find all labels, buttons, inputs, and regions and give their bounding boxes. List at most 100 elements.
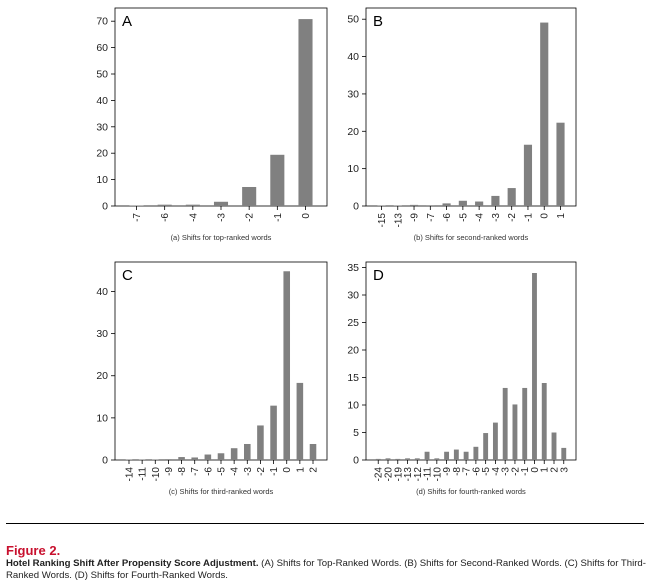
y-tick-label: 40 bbox=[347, 51, 359, 63]
x-axis-label: (a) Shifts for top-ranked words bbox=[171, 233, 272, 242]
x-tick-label: 0 bbox=[301, 213, 312, 219]
x-tick-label: -6 bbox=[442, 213, 453, 222]
y-tick-label: 20 bbox=[347, 126, 359, 138]
bar bbox=[204, 454, 212, 460]
x-tick-label: -3 bbox=[243, 467, 254, 476]
bar bbox=[540, 22, 549, 207]
y-tick-label: 5 bbox=[353, 427, 359, 439]
bar bbox=[532, 273, 537, 460]
bar bbox=[551, 432, 557, 460]
panel-letter: C bbox=[122, 267, 133, 284]
y-tick-label: 20 bbox=[96, 148, 108, 160]
bar bbox=[556, 122, 565, 206]
y-tick-label: 40 bbox=[96, 286, 108, 298]
x-tick-label: -1 bbox=[520, 467, 531, 476]
bar bbox=[444, 451, 450, 460]
bar bbox=[502, 387, 508, 460]
bar bbox=[492, 422, 498, 460]
x-tick-label: -14 bbox=[124, 467, 135, 482]
bar bbox=[507, 188, 516, 206]
x-tick-label: -2 bbox=[256, 467, 267, 476]
bar bbox=[475, 201, 484, 206]
bar bbox=[385, 458, 391, 460]
x-tick-label: 0 bbox=[540, 213, 551, 219]
bar bbox=[522, 387, 528, 460]
bar bbox=[512, 404, 518, 460]
bar bbox=[257, 425, 264, 460]
y-tick-label: 20 bbox=[96, 370, 108, 382]
caption-divider bbox=[6, 523, 644, 524]
x-tick-label: -11 bbox=[423, 467, 434, 481]
y-tick-label: 10 bbox=[96, 412, 108, 424]
bar bbox=[244, 443, 251, 460]
x-tick-label: -20 bbox=[383, 467, 394, 482]
y-tick-label: 0 bbox=[102, 455, 108, 467]
bar bbox=[395, 458, 401, 460]
x-tick-label: -8 bbox=[177, 467, 188, 476]
bar bbox=[561, 447, 567, 460]
bar bbox=[213, 201, 229, 206]
figure-caption-text: (A) Shifts for Top-Ranked Words. (B) Shi… bbox=[6, 558, 646, 581]
x-tick-label: -7 bbox=[132, 213, 143, 222]
x-tick-label: -2 bbox=[507, 213, 518, 222]
x-tick-label: -9 bbox=[164, 467, 175, 476]
bar bbox=[270, 405, 277, 460]
x-tick-label: -9 bbox=[442, 467, 453, 476]
plot-frame bbox=[114, 7, 328, 207]
bar bbox=[309, 443, 317, 460]
figure-caption-title: Hotel Ranking Shift After Propensity Sco… bbox=[6, 558, 259, 569]
bar bbox=[283, 271, 291, 460]
x-tick-label: -4 bbox=[230, 467, 241, 476]
y-tick-label: 0 bbox=[102, 201, 108, 213]
bar bbox=[434, 458, 440, 460]
bar bbox=[426, 205, 435, 206]
x-tick-label: 1 bbox=[295, 467, 306, 473]
x-tick-label: -5 bbox=[217, 467, 228, 476]
bar bbox=[523, 144, 533, 206]
x-tick-label: -7 bbox=[426, 213, 437, 222]
plot-frame bbox=[114, 261, 328, 461]
figure-charts: 0 10 20 30 40 50 60 70 -7 -6 -4 -3 -2 -1 0 A (a) Shifts … bbox=[96, 7, 577, 496]
bar bbox=[191, 457, 198, 460]
y-tick-label: 30 bbox=[96, 121, 108, 133]
bar bbox=[405, 458, 410, 460]
x-tick-label: -7 bbox=[462, 467, 473, 476]
x-axis-label: (b) Shifts for second-ranked words bbox=[414, 233, 529, 242]
bar bbox=[217, 453, 225, 460]
bar bbox=[298, 19, 313, 207]
x-tick-label: -5 bbox=[481, 467, 492, 476]
y-tick-label: 20 bbox=[347, 345, 359, 357]
plot-frame bbox=[365, 261, 577, 461]
y-tick-label: 10 bbox=[96, 174, 108, 186]
x-tick-label: 0 bbox=[282, 467, 293, 473]
y-tick-label: 70 bbox=[96, 16, 108, 28]
bar bbox=[230, 448, 238, 460]
bar bbox=[491, 195, 500, 206]
x-tick-label: -24 bbox=[374, 467, 385, 482]
bar bbox=[409, 204, 419, 206]
x-tick-label: 2 bbox=[550, 467, 561, 473]
x-tick-label: -7 bbox=[190, 467, 201, 476]
x-tick-label: -3 bbox=[491, 213, 502, 222]
bar bbox=[424, 451, 430, 460]
y-tick-label: 30 bbox=[347, 88, 359, 100]
x-tick-label: 0 bbox=[530, 467, 541, 473]
figure-caption: Hotel Ranking Shift After Propensity Sco… bbox=[6, 558, 646, 582]
panel-letter: A bbox=[122, 13, 132, 30]
x-tick-label: -2 bbox=[245, 213, 256, 222]
y-tick-label: 50 bbox=[347, 14, 359, 26]
x-tick-label: -10 bbox=[432, 467, 443, 482]
x-tick-label: -8 bbox=[452, 467, 463, 476]
bar bbox=[414, 458, 420, 460]
x-tick-label: -2 bbox=[510, 467, 521, 476]
x-tick-label: -6 bbox=[160, 213, 171, 222]
x-tick-label: -11 bbox=[138, 467, 149, 481]
x-tick-label: -1 bbox=[269, 467, 280, 476]
figure-label: Figure 2. bbox=[6, 543, 61, 558]
y-tick-label: 10 bbox=[347, 400, 359, 412]
bar bbox=[178, 457, 185, 460]
x-tick-label: -6 bbox=[471, 467, 482, 476]
